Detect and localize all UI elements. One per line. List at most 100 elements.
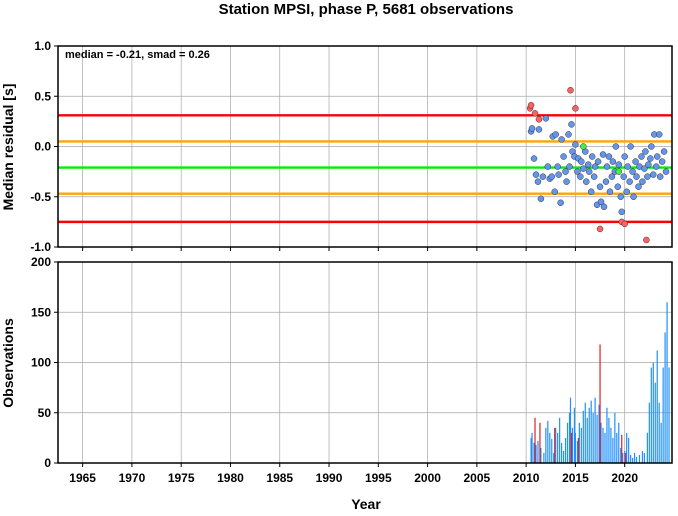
residual-point	[596, 225, 604, 233]
residual-point	[620, 173, 627, 180]
y-tick-label: 0.0	[34, 140, 51, 154]
residual-point	[648, 143, 655, 150]
x-tick-label: 2000	[414, 471, 441, 485]
residual-point	[537, 195, 545, 203]
y-tick-label: 50	[38, 406, 52, 420]
residual-point	[539, 173, 547, 180]
residual-point	[531, 110, 539, 117]
residual-point	[606, 188, 614, 195]
residual-point	[548, 173, 556, 180]
residual-point	[591, 163, 599, 170]
residual-point	[608, 173, 616, 180]
x-axis-label: Year	[351, 496, 381, 511]
x-tick-label: 1965	[69, 471, 96, 485]
residual-point	[572, 141, 579, 148]
residual-point	[650, 171, 657, 178]
residual-point	[574, 168, 581, 175]
residual-point	[632, 158, 639, 165]
residual-point	[612, 143, 620, 150]
residual-point	[629, 168, 636, 175]
x-tick-label: 2010	[513, 471, 540, 485]
stats-annotation: median = -0.21, smad = 0.26	[65, 49, 210, 61]
residual-point	[563, 178, 570, 185]
residual-point	[578, 158, 585, 165]
residual-point	[590, 173, 598, 180]
residual-point	[583, 178, 590, 185]
y-tick-label: -0.5	[30, 190, 51, 204]
residual-point	[642, 148, 649, 155]
x-tick-label: 2020	[611, 471, 638, 485]
x-tick-label: 2015	[562, 471, 589, 485]
observations-y-axis-label: Observations	[0, 318, 16, 408]
residual-point	[560, 153, 567, 160]
residual-point	[534, 178, 542, 185]
residual-point	[644, 173, 651, 180]
residual-point	[588, 153, 596, 160]
x-tick-label: 1970	[119, 471, 146, 485]
residual-point	[596, 183, 604, 190]
residual-point	[656, 173, 664, 180]
residual-point	[580, 143, 587, 150]
residual-point	[624, 163, 631, 170]
residual-point	[527, 102, 535, 109]
residual-point	[639, 178, 646, 185]
residual-point	[653, 153, 661, 160]
residual-point	[528, 125, 536, 132]
residual-point	[587, 188, 595, 195]
residual-point	[630, 193, 637, 200]
residual-point	[572, 105, 579, 112]
residual-point	[618, 208, 625, 216]
residual-panel: 1.0 0.5 0.0 -0.5 -1.0	[30, 39, 673, 254]
residual-point	[580, 165, 587, 172]
residual-point	[655, 131, 663, 138]
residual-point	[615, 168, 623, 175]
residual-point	[605, 153, 613, 160]
residual-point	[566, 163, 573, 170]
residual-point	[617, 193, 625, 200]
y-tick-label: 150	[31, 305, 51, 319]
residual-point	[658, 158, 666, 165]
residual-point	[603, 163, 611, 170]
residual-point	[641, 165, 648, 172]
residual-point	[623, 188, 630, 195]
x-tick-label: 1985	[266, 471, 293, 485]
y-tick-label: -1.0	[30, 240, 51, 254]
residual-point	[557, 199, 564, 207]
residual-point	[577, 173, 584, 180]
x-tick-label: 1980	[217, 471, 244, 485]
residual-point	[621, 153, 628, 160]
residual-point	[585, 168, 593, 175]
residual-point	[599, 151, 607, 158]
y-tick-label: 200	[31, 255, 51, 269]
residual-point	[584, 161, 592, 168]
x-tick-label: 1995	[365, 471, 392, 485]
residual-point	[660, 148, 668, 155]
residual-point	[638, 153, 645, 160]
residual-point	[568, 121, 575, 128]
y-tick-label: 100	[31, 356, 51, 370]
residual-point	[554, 163, 561, 170]
residual-point	[652, 163, 660, 170]
residual-point	[565, 131, 572, 138]
residual-point	[614, 183, 622, 190]
residual-point	[530, 155, 538, 162]
residual-point	[615, 161, 623, 168]
residual-point	[542, 115, 550, 122]
residual-point	[535, 116, 543, 123]
residual-point	[558, 136, 565, 143]
x-tick-label: 1990	[316, 471, 343, 485]
residual-point	[635, 183, 642, 190]
residual-point	[662, 168, 670, 175]
residual-y-axis-label: Median residual [s]	[0, 84, 16, 211]
residual-point	[609, 158, 617, 165]
residual-point	[621, 220, 628, 228]
residual-point	[551, 188, 558, 195]
residual-point	[633, 173, 640, 180]
residual-point	[562, 168, 569, 175]
residual-point	[567, 86, 574, 94]
residual-point	[626, 178, 633, 185]
x-tick-label: 2005	[464, 471, 491, 485]
residual-point	[600, 203, 608, 211]
residual-point	[627, 143, 634, 150]
